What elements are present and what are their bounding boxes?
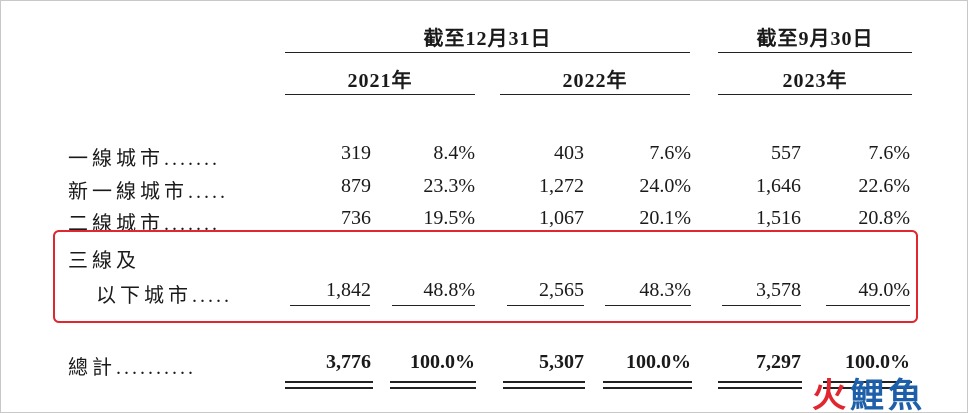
watermark-char-2: 鯉	[850, 376, 884, 413]
total-double-rule	[285, 381, 373, 389]
watermark-char-1: 火	[812, 376, 846, 413]
subtotal-rule	[392, 305, 475, 306]
row-label: 一線城市.......	[68, 142, 220, 171]
total-double-rule	[390, 381, 476, 389]
subtotal-rule	[290, 305, 370, 306]
row-label: 新一線城市.....	[68, 175, 228, 204]
cell-2023-percent: 7.6%	[868, 142, 910, 164]
leader-dots: .......	[164, 148, 220, 170]
cell-2023-percent: 22.6%	[858, 175, 910, 197]
cell-2021-value: 1,842	[326, 279, 371, 301]
watermark-logo: 火 鯉 魚	[812, 376, 922, 413]
header-period-dec31: 截至12月31日	[423, 28, 552, 50]
subtotal-rule	[826, 305, 910, 306]
total-double-rule	[603, 381, 692, 389]
leader-dots: .......	[164, 213, 220, 235]
cell-2022-percent: 48.3%	[639, 279, 691, 301]
subtotal-rule	[722, 305, 801, 306]
total-label: 總計..........	[68, 351, 196, 380]
cell-2021-value: 319	[341, 142, 371, 164]
cell-2022-percent: 24.0%	[639, 175, 691, 197]
cell-2023-value: 3,578	[756, 279, 801, 301]
cell-2022-percent: 20.1%	[639, 207, 691, 229]
header-period-sep30: 截至9月30日	[756, 28, 874, 50]
cell-2021-percent: 8.4%	[433, 142, 475, 164]
row-label: 以下城市.....	[96, 279, 232, 308]
total-double-rule	[503, 381, 585, 389]
header-year-2021: 2021年	[347, 70, 413, 92]
subtotal-rule	[507, 305, 584, 306]
leader-dots: .....	[192, 285, 232, 307]
total-2022-percent: 100.0%	[626, 351, 691, 373]
header-rule-2023	[718, 94, 912, 95]
cell-2023-value: 1,646	[756, 175, 801, 197]
row-label-text: 二線城市	[68, 213, 164, 235]
cell-2022-value: 2,565	[539, 279, 584, 301]
cell-2022-percent: 7.6%	[649, 142, 691, 164]
cell-2023-percent: 49.0%	[858, 279, 910, 301]
header-rule-2021	[285, 94, 475, 95]
cell-2021-percent: 23.3%	[423, 175, 475, 197]
total-label-text: 總計	[68, 357, 116, 379]
row-label-text: 以下城市	[96, 285, 192, 307]
cell-2022-value: 403	[554, 142, 584, 164]
header-rule-dec31	[285, 52, 690, 53]
total-double-rule	[718, 381, 802, 389]
cell-2022-value: 1,067	[539, 207, 584, 229]
leader-dots: ..........	[116, 357, 196, 379]
total-2023-value: 7,297	[756, 351, 801, 373]
cell-2021-percent: 48.8%	[423, 279, 475, 301]
total-2022-value: 5,307	[539, 351, 584, 373]
cell-2023-value: 1,516	[756, 207, 801, 229]
leader-dots: .....	[188, 181, 228, 203]
row-label: 二線城市.......	[68, 207, 220, 236]
cell-2021-percent: 19.5%	[423, 207, 475, 229]
total-2021-percent: 100.0%	[410, 351, 475, 373]
row-label-text: 新一線城市	[68, 181, 188, 203]
cell-2023-value: 557	[771, 142, 801, 164]
cell-2023-percent: 20.8%	[858, 207, 910, 229]
header-year-2022: 2022年	[562, 70, 628, 92]
total-2021-value: 3,776	[326, 351, 371, 373]
cell-2021-value: 879	[341, 175, 371, 197]
watermark-char-3: 魚	[888, 376, 922, 413]
total-2023-percent: 100.0%	[845, 351, 910, 373]
subtotal-rule	[605, 305, 691, 306]
cell-2021-value: 736	[341, 207, 371, 229]
total-double-rule	[823, 381, 912, 389]
row-label-line1: 三線及	[68, 250, 140, 272]
header-rule-2022	[500, 94, 690, 95]
cell-2022-value: 1,272	[539, 175, 584, 197]
highlight-box	[53, 230, 918, 323]
header-rule-sep30	[718, 52, 912, 53]
row-label-text: 一線城市	[68, 148, 164, 170]
header-year-2023: 2023年	[782, 70, 848, 92]
